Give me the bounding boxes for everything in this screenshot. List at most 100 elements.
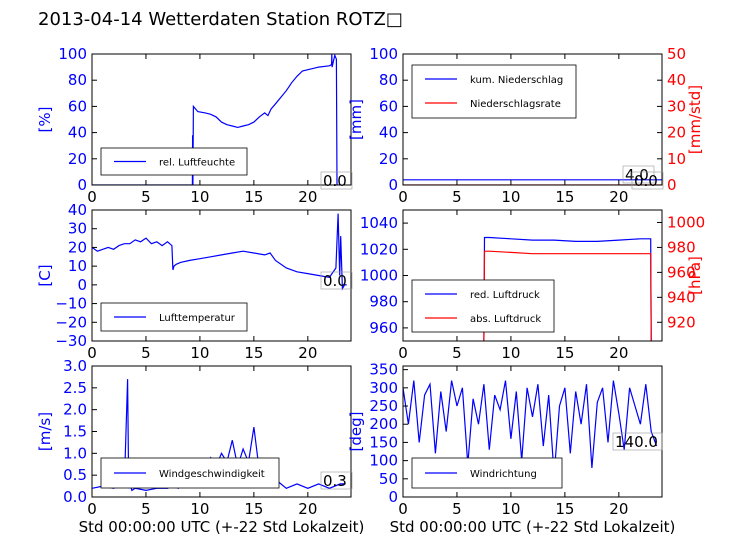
y-tick-label: 20 (379, 150, 398, 168)
y-axis-label: [C] (36, 264, 54, 286)
x-tick-label: 0 (87, 344, 97, 362)
y-tick-label: 40 (379, 124, 398, 142)
legend-label: kum. Niederschlag (470, 75, 563, 86)
axes-frame (402, 53, 663, 186)
y-tick-label: 1040 (360, 214, 398, 232)
svg-text:0.0: 0.0 (323, 172, 347, 190)
y-tick-label: 1000 (360, 267, 398, 285)
y-tick-label: 80 (68, 71, 87, 89)
y-tick-label: −30 (55, 332, 87, 350)
x-tick-label: 5 (141, 500, 151, 518)
y-tick-label: 0 (388, 176, 398, 194)
x-tick-label: 15 (244, 344, 263, 362)
legend: red. Luftdruck abs. Luftdruck (411, 279, 555, 333)
x-tick-label: 0 (87, 500, 97, 518)
legend: Lufttemperatur (100, 302, 248, 332)
y-tick-label: 250 (369, 397, 398, 415)
x-tick-label: 10 (190, 500, 209, 518)
legend-label: red. Luftdruck (470, 290, 540, 301)
y-tick-label: 100 (369, 45, 398, 63)
y-axis-label: [mm] (347, 99, 365, 140)
y2-tick-label: 40 (667, 71, 686, 89)
legend: Windgeschwindigkeit (100, 457, 280, 489)
y-tick-label: 0 (388, 488, 398, 506)
series-line-1 (92, 213, 347, 291)
chart-panel-3: 0 5 10 15 20−30−20−10010203040[C]Lufttempera… (36, 201, 353, 362)
y2-tick-label: 960 (667, 263, 696, 281)
series-line-1 (483, 236, 652, 341)
y-tick-label: 200 (369, 415, 398, 433)
y2-tick-label: 0 (667, 176, 677, 194)
y2-tick-label: 980 (667, 238, 696, 256)
y2-tick-label: 940 (667, 288, 696, 306)
y-tick-label: 980 (369, 293, 398, 311)
y-tick-label: 1020 (360, 240, 398, 258)
current-value-label: 0.3 (320, 471, 353, 490)
svg-text:140.0: 140.0 (615, 433, 658, 451)
x-tick-label: 5 (452, 344, 462, 362)
x-tick-label: 5 (452, 188, 462, 206)
y-tick-label: −10 (55, 295, 87, 313)
y2-tick-label: 920 (667, 313, 696, 331)
x-tick-label: 20 (298, 500, 317, 518)
y-tick-label: 1.0 (63, 444, 87, 462)
x-tick-label: 10 (190, 188, 209, 206)
current-value-label: 0.0 (320, 171, 353, 190)
legend-label: Windrichtung (470, 469, 537, 480)
y-tick-label: 60 (379, 97, 398, 115)
axes-frame (91, 209, 352, 342)
y-tick-label: 2.5 (63, 379, 87, 397)
figure-title: 2013-04-14 Wetterdaten Station ROTZ□ (38, 9, 403, 30)
x-tick-label: 5 (141, 188, 151, 206)
x-tick-label: 15 (244, 500, 263, 518)
y-tick-label: 0.0 (63, 488, 87, 506)
chart-panel-4: 0 5 10 15 20 960 980 1000 1020 1040 920 940 960 980 10… (360, 209, 705, 362)
legend-box (411, 64, 577, 119)
x-tick-label: 15 (555, 500, 574, 518)
x-tick-label: 10 (501, 500, 520, 518)
current-value-label: 4.0 (622, 165, 655, 184)
y-tick-label: 300 (369, 379, 398, 397)
svg-text:0.3: 0.3 (323, 472, 347, 490)
y-tick-label: 0 (77, 176, 87, 194)
y-tick-label: −20 (55, 313, 87, 331)
y-tick-label: 80 (379, 71, 398, 89)
y-tick-label: 20 (68, 150, 87, 168)
x-tick-label: 0 (398, 188, 408, 206)
y-tick-label: 40 (68, 201, 87, 219)
y2-axis-label: [hPa] (686, 256, 704, 295)
y-tick-label: 100 (369, 452, 398, 470)
series-line-1 (403, 380, 658, 476)
y-tick-label: 350 (369, 361, 398, 379)
x-tick-label: 0 (87, 188, 97, 206)
y-axis-label: [%] (36, 107, 54, 133)
x-tick-label: 5 (452, 500, 462, 518)
chart-panel-5: 0 5 10 15 20 0.0 0.5 1.0 1.5 2.0 2.5 3.0 [m/s] Std 00… (36, 357, 364, 536)
legend: Windrichtung (411, 457, 563, 489)
legend-label: Windgeschwindigkeit (159, 469, 265, 480)
x-tick-label: 10 (501, 344, 520, 362)
x-tick-label: 15 (555, 188, 574, 206)
y2-tick-label: 1000 (667, 213, 705, 231)
y2-axis-label: [mm/std] (686, 85, 704, 154)
axes-frame (91, 53, 352, 186)
y2-tick-label: 10 (667, 150, 686, 168)
x-tick-label: 10 (501, 188, 520, 206)
chart-panel-2: 0 5 10 15 20 0 20 40 60 80 100 0 10 20 30 40 50 [mm] [mm/s… (347, 45, 704, 206)
y-tick-label: 60 (68, 97, 87, 115)
y2-tick-label: 50 (667, 45, 686, 63)
y-tick-label: 0.5 (63, 466, 87, 484)
legend-box (411, 279, 555, 333)
y-tick-label: 3.0 (63, 357, 87, 375)
x-tick-label: 20 (609, 500, 628, 518)
y-tick-label: 30 (68, 220, 87, 238)
current-value-label: 140.0 (612, 432, 663, 451)
y2-tick-label: 30 (667, 97, 686, 115)
x-axis-label: Std 00:00:00 UTC (+-22 Std Lokalzeit) (390, 518, 676, 536)
y-tick-label: 10 (68, 257, 87, 275)
x-tick-label: 10 (190, 344, 209, 362)
y-tick-label: 960 (369, 319, 398, 337)
x-tick-label: 20 (298, 344, 317, 362)
